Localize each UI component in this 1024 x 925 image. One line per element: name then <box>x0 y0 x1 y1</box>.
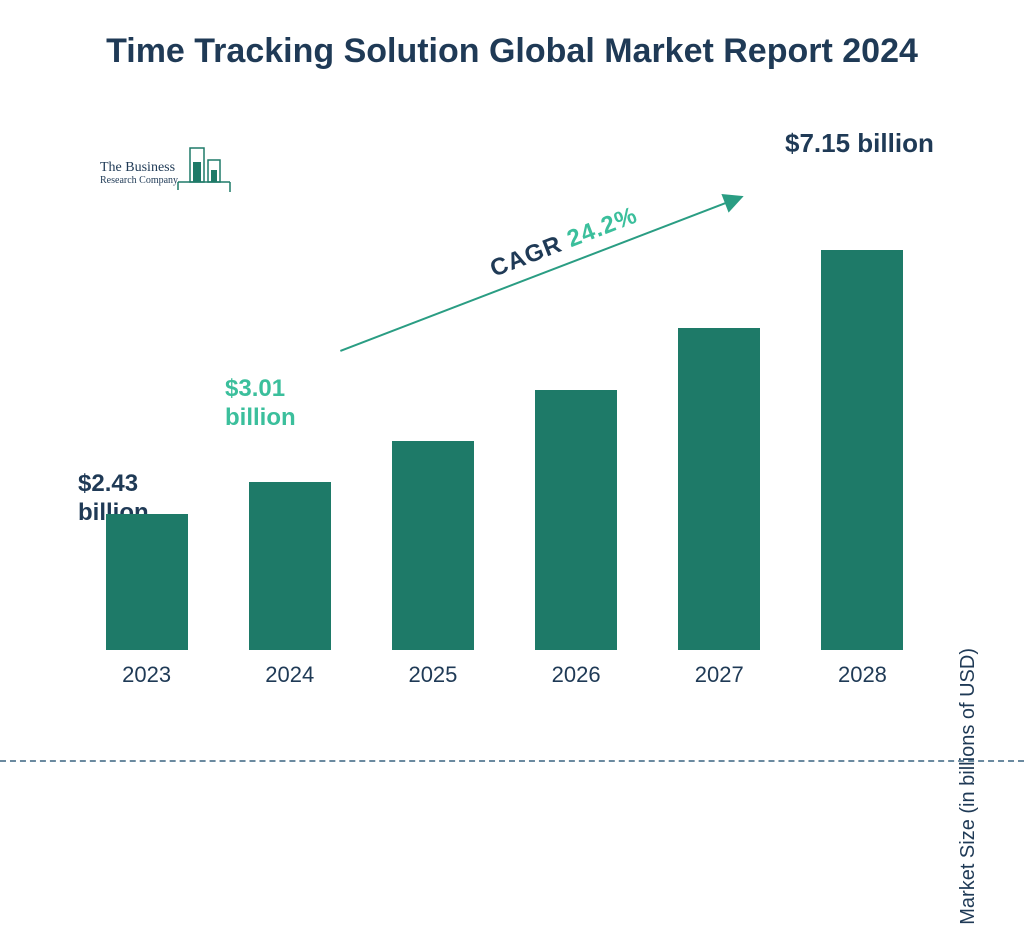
value-label-2028: $7.15 billion <box>785 128 934 159</box>
chart-plot-area: 2023 2024 2025 2026 2027 2028 <box>75 250 934 688</box>
bar-2023 <box>106 514 188 650</box>
bar-wrap <box>505 390 648 650</box>
x-label: 2023 <box>75 662 218 688</box>
bar-2027 <box>678 328 760 650</box>
logo-text-line2: Research Company <box>100 175 178 186</box>
chart-container: Time Tracking Solution Global Market Rep… <box>0 0 1024 768</box>
bar-2028 <box>821 250 903 650</box>
x-label: 2028 <box>791 662 934 688</box>
company-logo: The Business Research Company <box>100 140 260 200</box>
chart-title: Time Tracking Solution Global Market Rep… <box>0 30 1024 73</box>
y-axis-label: Market Size (in billions of USD) <box>957 648 980 925</box>
x-label: 2025 <box>361 662 504 688</box>
x-label: 2027 <box>648 662 791 688</box>
bar-wrap <box>361 441 504 650</box>
bar-wrap <box>218 482 361 650</box>
logo-text-line1: The Business <box>100 160 178 175</box>
cagr-percent: 24.2% <box>563 202 641 253</box>
x-label: 2026 <box>505 662 648 688</box>
x-axis-labels: 2023 2024 2025 2026 2027 2028 <box>75 662 934 688</box>
bar-2024 <box>249 482 331 650</box>
bar-2026 <box>535 390 617 650</box>
logo-text: The Business Research Company <box>100 160 178 186</box>
footer-divider <box>0 760 1024 762</box>
bar-wrap <box>648 328 791 650</box>
bar-wrap <box>791 250 934 650</box>
bars-row <box>75 250 934 650</box>
bar-2025 <box>392 441 474 650</box>
x-label: 2024 <box>218 662 361 688</box>
bar-wrap <box>75 514 218 650</box>
